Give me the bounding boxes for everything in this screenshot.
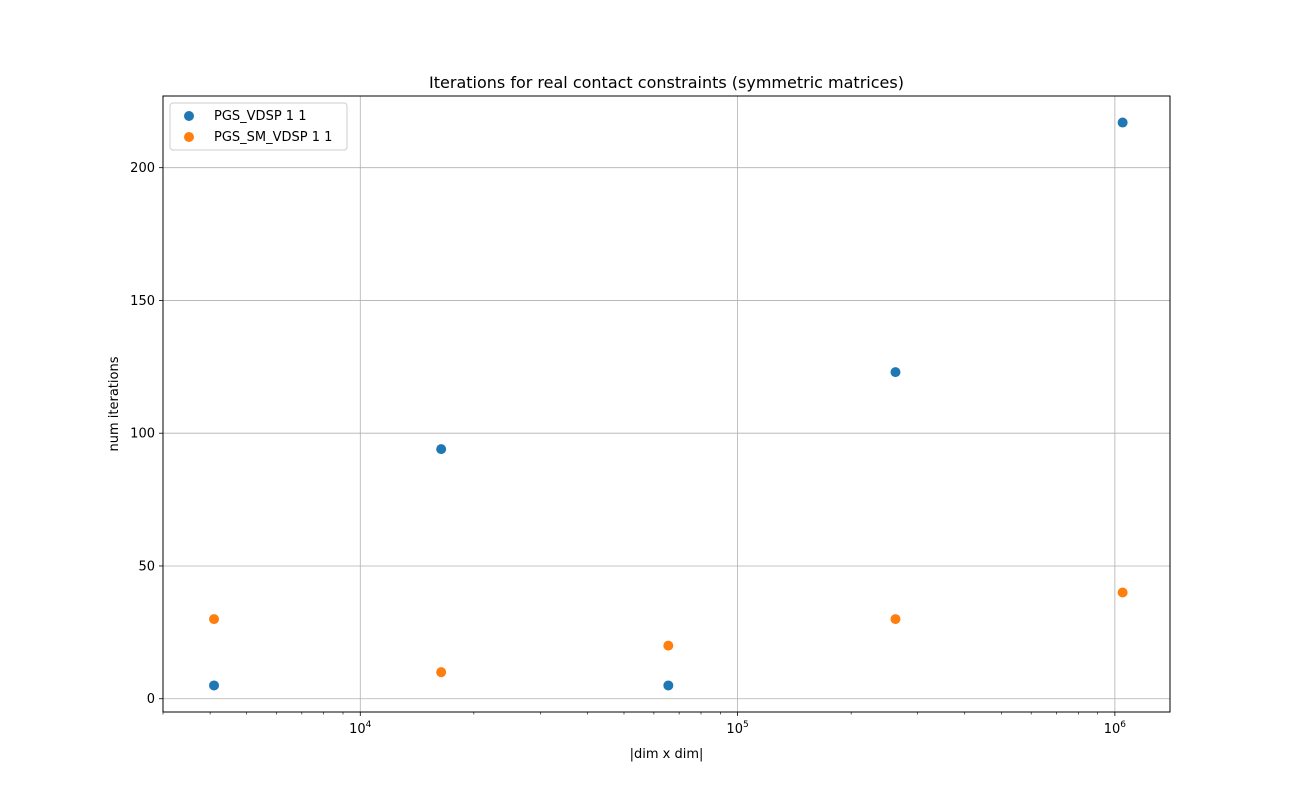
data-point-series-1 [890,614,901,625]
legend-frame [169,102,348,151]
x-tick-label: 104 [349,720,372,737]
chart-title: Iterations for real contact constraints … [429,73,904,92]
x-tick-label-base: 10 [726,722,743,737]
y-axis-ticks: 0 50 100 150 200 [130,161,163,707]
legend-marker-pgs-vdsp [184,111,194,121]
legend-label-pgs-sm-vdsp: PGS_SM_VDSP 1 1 [214,130,332,145]
legend-label-pgs-vdsp: PGS_VDSP 1 1 [214,109,306,124]
y-tick-label: 50 [138,559,155,574]
x-tick-label-base: 10 [349,722,366,737]
legend: PGS_VDSP 1 1 PGS_SM_VDSP 1 1 [169,102,348,151]
plot-area-frame [162,95,1171,713]
data-point-series-1 [436,667,447,678]
data-point-series-0 [209,680,220,691]
data-point-series-1 [663,640,674,651]
x-tick-label-exponent: 6 [1120,720,1126,730]
y-tick-label: 150 [130,294,155,309]
data-points [209,117,1128,691]
data-point-series-0 [890,367,901,378]
grid-lines [163,96,1170,712]
y-axis-label: num iterations [107,356,122,451]
x-tick-label-exponent: 4 [366,720,372,730]
data-point-series-1 [1117,587,1128,598]
data-point-series-0 [1117,117,1128,128]
x-axis-ticks: 104 105 106 [349,712,1126,737]
x-tick-label-exponent: 5 [743,720,749,730]
data-point-series-1 [209,614,220,625]
x-tick-label: 105 [726,720,748,737]
x-tick-label: 106 [1104,720,1127,737]
data-point-series-0 [663,680,674,691]
x-tick-label-base: 10 [1104,722,1121,737]
x-axis-label: |dim x dim| [630,747,704,762]
data-point-series-0 [436,444,447,455]
y-tick-label: 200 [130,161,155,176]
y-tick-label: 100 [130,427,155,442]
y-tick-label: 0 [147,692,155,707]
legend-marker-pgs-sm-vdsp [184,132,194,142]
